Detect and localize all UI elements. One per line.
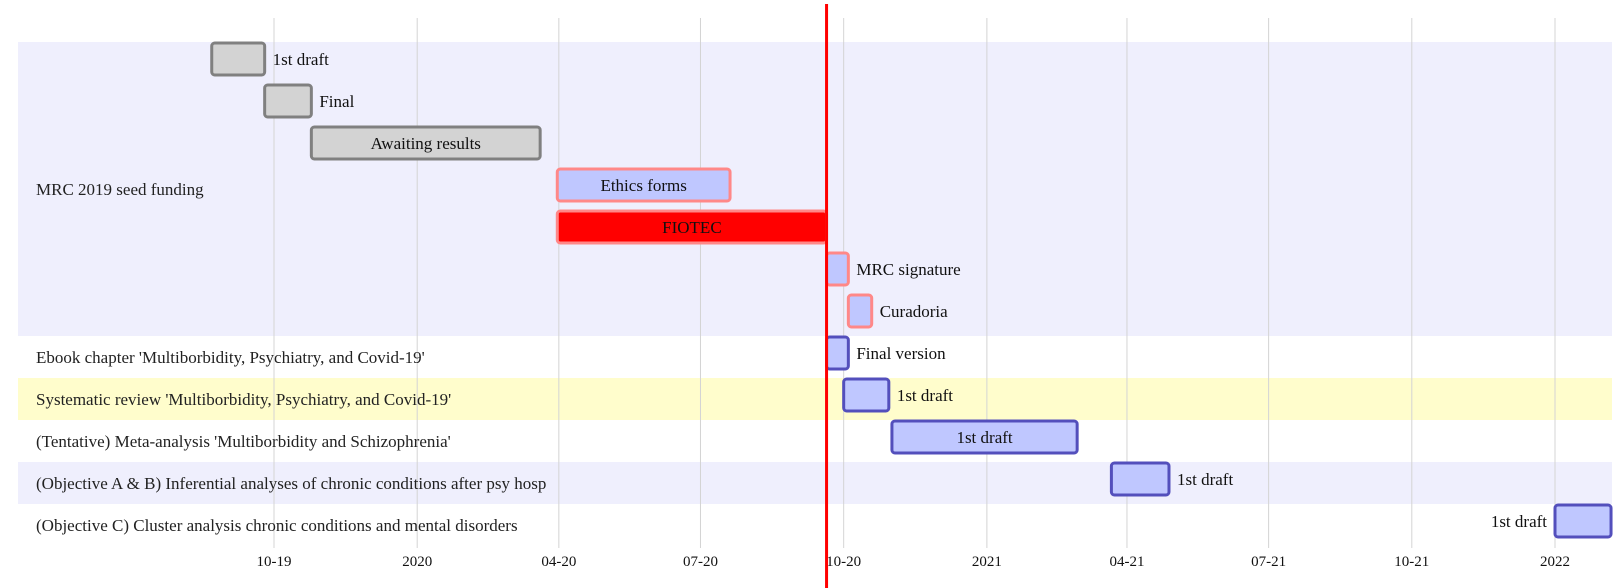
x-tick-label: 10-21 bbox=[1394, 554, 1429, 570]
task-label: 1st draft bbox=[1177, 470, 1233, 489]
task-bar bbox=[1553, 503, 1613, 539]
x-tick-label: 2021 bbox=[972, 554, 1002, 570]
section-band bbox=[18, 504, 1612, 546]
section-label: (Objective C) Cluster analysis chronic c… bbox=[36, 516, 518, 535]
task-label: MRC signature bbox=[856, 260, 960, 279]
task-bar bbox=[309, 125, 542, 161]
section-band bbox=[18, 336, 1612, 378]
task-label: 1st draft bbox=[956, 428, 1012, 447]
task-bar bbox=[210, 41, 267, 77]
section-band bbox=[18, 378, 1612, 420]
x-tick-label: 04-21 bbox=[1109, 554, 1144, 570]
task-bar bbox=[846, 293, 874, 329]
x-tick-label: 10-20 bbox=[826, 554, 861, 570]
task-label: Awaiting results bbox=[371, 134, 481, 153]
section-label: (Tentative) Meta-analysis 'Multiborbidit… bbox=[36, 432, 451, 451]
task-label: 1st draft bbox=[1491, 512, 1547, 531]
task-bar bbox=[825, 335, 850, 371]
task-label: 1st draft bbox=[273, 50, 329, 69]
task-bar bbox=[842, 377, 891, 413]
task-bar bbox=[1109, 461, 1171, 497]
x-tick-label: 07-21 bbox=[1251, 554, 1286, 570]
section-label: Systematic review 'Multiborbidity, Psych… bbox=[36, 390, 451, 409]
task-label: FIOTEC bbox=[662, 218, 722, 237]
x-tick-label: 2020 bbox=[402, 554, 432, 570]
task-bar bbox=[555, 167, 732, 203]
section-label: (Objective A & B) Inferential analyses o… bbox=[36, 474, 546, 493]
section-label: MRC 2019 seed funding bbox=[36, 180, 204, 199]
section-band bbox=[18, 462, 1612, 504]
section-band bbox=[18, 42, 1612, 336]
task-label: Curadoria bbox=[880, 302, 948, 321]
task-bar bbox=[263, 83, 313, 119]
task-bar bbox=[825, 251, 850, 287]
task-label: Final bbox=[319, 92, 354, 111]
x-tick-label: 10-19 bbox=[257, 554, 292, 570]
x-tick-label: 07-20 bbox=[683, 554, 718, 570]
x-tick-label: 2022 bbox=[1540, 554, 1570, 570]
task-bar bbox=[890, 419, 1079, 455]
task-label: 1st draft bbox=[897, 386, 953, 405]
task-label: Ethics forms bbox=[600, 176, 686, 195]
section-label: Ebook chapter 'Multiborbidity, Psychiatr… bbox=[36, 348, 425, 367]
task-label: Final version bbox=[856, 344, 946, 363]
section-band bbox=[18, 420, 1612, 462]
x-tick-label: 04-20 bbox=[541, 554, 576, 570]
